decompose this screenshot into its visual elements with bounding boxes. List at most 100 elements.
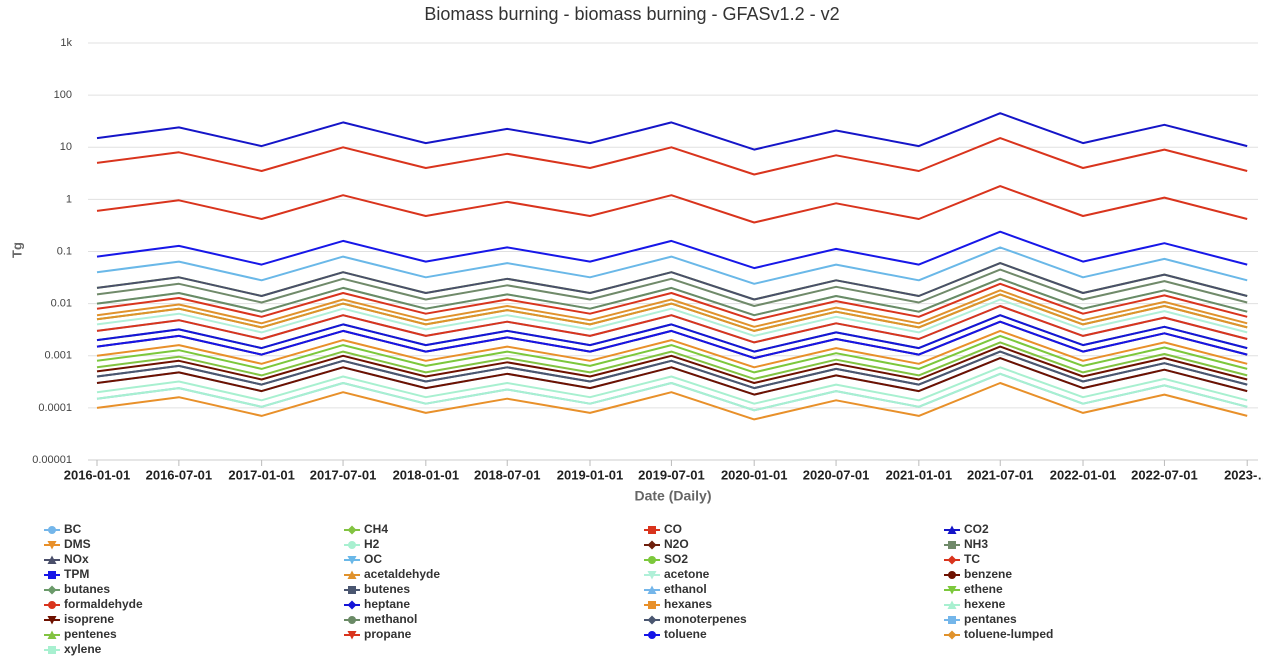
legend-item: methanol (344, 612, 417, 626)
legend-item: benzene (944, 567, 1012, 581)
series-line (96, 293, 1248, 332)
legend-marker (947, 525, 957, 534)
legend-label: butenes (364, 582, 410, 596)
x-tick-label: 2018-07-01 (474, 467, 541, 482)
legend-label: OC (364, 552, 382, 566)
series-line (96, 262, 1248, 301)
legend-label: TPM (64, 567, 89, 581)
legend-item: ethene (944, 582, 1003, 596)
series-line (96, 350, 1248, 390)
legend-marker (648, 556, 656, 564)
series-line (96, 268, 1248, 307)
legend-marker (948, 571, 956, 579)
series-line (96, 298, 1248, 337)
legend-item: NH3 (944, 537, 988, 551)
legend-item: NOx (44, 552, 89, 566)
legend-item: H2 (344, 537, 380, 551)
legend-label: xylene (64, 642, 102, 656)
legend-item: xylene (44, 642, 102, 656)
chart-title: Biomass burning - biomass burning - GFAS… (424, 4, 839, 24)
series-line (96, 137, 1248, 176)
legend-label: methanol (364, 612, 417, 626)
legend-marker (348, 586, 356, 594)
legend-marker (948, 541, 956, 549)
y-tick-label: 0.001 (44, 350, 72, 362)
legend-item: DMS (44, 537, 91, 551)
legend-item: acetone (644, 567, 710, 581)
series-line (96, 345, 1248, 384)
legend-label: butanes (64, 582, 110, 596)
y-tick-label: 0.00001 (32, 454, 72, 466)
legend-label: benzene (964, 567, 1012, 581)
legend-label: NH3 (964, 537, 988, 551)
series-line (96, 314, 1248, 353)
legend-marker (347, 556, 357, 565)
legend-item: CH4 (344, 522, 388, 536)
legend-item: ethanol (644, 582, 707, 596)
legend-item: pentanes (944, 612, 1017, 626)
legend-marker (48, 646, 56, 654)
legend-item: SO2 (644, 552, 688, 566)
legend-item: isoprene (44, 612, 114, 626)
legend-marker (47, 630, 57, 639)
legend-label: NOx (64, 552, 89, 566)
legend-item: TPM (44, 567, 89, 581)
series-line (96, 230, 1248, 270)
y-tick-label: 1 (66, 193, 72, 205)
legend-item: heptane (344, 597, 410, 611)
y-tick-label: 10 (60, 141, 72, 153)
legend-marker (947, 555, 957, 565)
legend-marker (48, 526, 56, 534)
series-line (96, 341, 1248, 380)
series-line (96, 282, 1248, 322)
legend-label: BC (64, 522, 82, 536)
legend-label: hexene (964, 597, 1006, 611)
legend-marker (47, 585, 57, 595)
legend-label: toluene-lumped (964, 627, 1053, 641)
legend-label: acetaldehyde (364, 567, 440, 581)
legend-label: acetone (664, 567, 710, 581)
legend-label: CH4 (364, 522, 388, 536)
x-tick-label: 2019-07-01 (638, 467, 705, 482)
series-line (96, 289, 1248, 328)
legend-marker (47, 555, 57, 564)
legend-item: BC (44, 522, 82, 536)
series-line (96, 112, 1248, 151)
legend-item: butanes (44, 582, 110, 596)
legend-marker (648, 601, 656, 609)
x-tick-label: 2021-07-01 (967, 467, 1034, 482)
legend-marker (647, 585, 657, 594)
legend-label: heptane (364, 597, 410, 611)
series-line (96, 329, 1248, 369)
legend-item: CO (644, 522, 682, 536)
legend-label: pentanes (964, 612, 1017, 626)
legend-marker (48, 601, 56, 609)
legend-marker (348, 541, 356, 549)
y-tick-label: 100 (54, 89, 72, 101)
legend-marker (347, 631, 357, 640)
x-tick-label: 2021-01-01 (886, 467, 953, 482)
legend-marker (647, 571, 657, 580)
series-line (96, 357, 1248, 396)
legend-marker (47, 616, 57, 625)
legend-marker (347, 600, 357, 610)
legend-label: DMS (64, 537, 91, 551)
legend-item: formaldehyde (44, 597, 143, 611)
legend-marker (648, 631, 656, 639)
legend-label: pentenes (64, 627, 117, 641)
legend-item: propane (344, 627, 412, 641)
legend-label: ethene (964, 582, 1003, 596)
legend-item: hexene (944, 597, 1006, 611)
legend-label: ethanol (664, 582, 707, 596)
legend-label: H2 (364, 537, 380, 551)
legend-label: TC (964, 552, 980, 566)
x-tick-label: 2022-01-01 (1050, 467, 1117, 482)
legend-label: monoterpenes (664, 612, 747, 626)
legend-marker (948, 616, 956, 624)
legend-marker (348, 616, 356, 624)
series-line (96, 372, 1248, 412)
legend-label: N2O (664, 537, 689, 551)
legend-item: toluene-lumped (944, 627, 1053, 641)
x-tick-label: 2023-… (1224, 467, 1263, 482)
legend-marker (347, 570, 357, 579)
